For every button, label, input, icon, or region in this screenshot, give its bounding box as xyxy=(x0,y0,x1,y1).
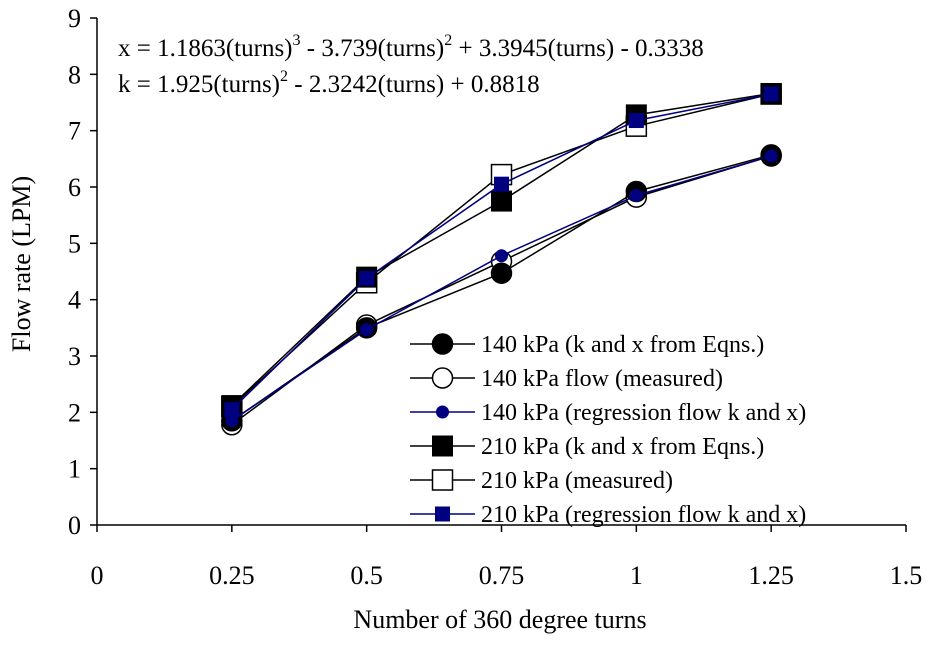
legend-marker xyxy=(432,435,453,457)
legend-label: 140 kPa (regression flow k and x) xyxy=(481,400,806,426)
x-tick-label: 1.5 xyxy=(890,561,923,590)
legend-label: 140 kPa (k and x from Eqns.) xyxy=(481,332,764,358)
data-point xyxy=(360,323,374,337)
legend-marker xyxy=(436,405,449,419)
legend-item: 210 kPa (regression flow k and x) xyxy=(410,502,806,528)
data-point xyxy=(359,270,375,286)
legend-label: 140 kPa flow (measured) xyxy=(481,366,723,392)
data-point xyxy=(628,113,644,129)
legend-label: 210 kPa (regression flow k and x) xyxy=(481,502,806,528)
equation-x-exp1: 3 xyxy=(293,32,301,49)
legend-marker xyxy=(431,469,454,491)
y-axis-title: Flow rate (LPM) xyxy=(7,176,36,352)
y-tick-label: 3 xyxy=(68,342,81,371)
x-tick-label: 1 xyxy=(630,561,643,590)
equation-k-term2: - 2.3242(turns) + 0.8818 xyxy=(288,71,540,98)
legend-label: 210 kPa (measured) xyxy=(481,468,673,494)
legend-item: 140 kPa (regression flow k and x) xyxy=(410,400,806,426)
data-point xyxy=(764,149,778,163)
data-point xyxy=(491,190,512,212)
legend-item: 210 kPa (measured) xyxy=(410,468,673,494)
y-tick-label: 4 xyxy=(68,286,81,315)
x-axis-title: Number of 360 degree turns xyxy=(353,605,646,634)
y-tick-label: 5 xyxy=(68,229,81,258)
legend-marker xyxy=(431,333,454,355)
x-tick-label: 0.5 xyxy=(350,561,383,590)
legend-item: 210 kPa (k and x from Eqns.) xyxy=(410,434,764,460)
y-tick-label: 0 xyxy=(68,511,81,540)
legend-marker xyxy=(435,506,450,522)
equation-x-term1: x = 1.1863(turns) xyxy=(118,35,293,62)
legend-marker xyxy=(431,367,454,389)
data-point xyxy=(763,86,779,102)
y-tick-label: 2 xyxy=(68,398,81,427)
x-tick-label: 1.25 xyxy=(748,561,794,590)
x-tick-label: 0.25 xyxy=(209,561,255,590)
equation-k-term1: k = 1.925(turns) xyxy=(118,71,280,98)
data-point xyxy=(224,402,240,418)
equation-k-exp1: 2 xyxy=(280,68,288,85)
data-point xyxy=(495,249,508,263)
x-tick-label: 0 xyxy=(91,561,104,590)
y-tick-label: 6 xyxy=(68,173,81,202)
legend: 140 kPa (k and x from Eqns.) 140 kPa flow… xyxy=(410,332,806,528)
y-tick-label: 1 xyxy=(68,455,81,484)
series-6 xyxy=(224,86,779,418)
legend-label: 210 kPa (k and x from Eqns.) xyxy=(481,434,764,460)
legend-item: 140 kPa (k and x from Eqns.) xyxy=(410,332,764,358)
axes: 0 1 2 3 4 5 6 7 8 9 0 0.25 0.5 0.75 1 1.25 1.5 xyxy=(68,4,922,590)
equation-x-term3: + 3.3945(turns) - 0.3338 xyxy=(452,35,704,62)
data-point xyxy=(629,188,643,202)
y-tick-label: 8 xyxy=(68,60,81,89)
series-layer xyxy=(221,82,782,436)
equation-x-term2: - 3.739(turns) xyxy=(301,35,445,62)
equation-x: x = 1.1863(turns)3 - 3.739(turns)2 + 3.3… xyxy=(118,32,704,62)
equation-x-exp2: 2 xyxy=(444,32,452,49)
data-point xyxy=(490,262,513,284)
equation-k: k = 1.925(turns)2 - 2.3242(turns) + 0.88… xyxy=(118,68,540,98)
y-tick-label: 9 xyxy=(68,4,81,33)
x-tick-label: 0.75 xyxy=(479,561,525,590)
legend-item: 140 kPa flow (measured) xyxy=(410,366,723,392)
series-3 xyxy=(225,149,778,428)
data-point xyxy=(494,176,509,192)
y-tick-label: 7 xyxy=(68,117,81,146)
